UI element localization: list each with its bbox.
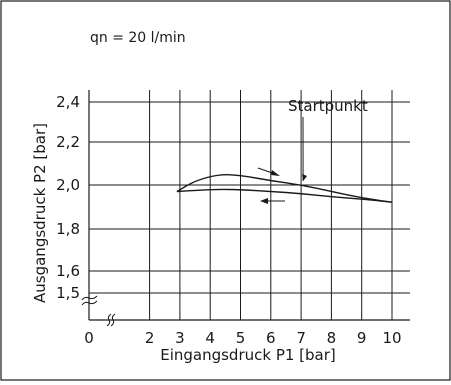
series-group xyxy=(177,175,392,202)
y-tick-label-2: 2,0 xyxy=(56,176,80,194)
x-tick-label-8: 8 xyxy=(327,329,337,347)
x-tick-label-0: 0 xyxy=(84,329,94,347)
startpunkt-label: Startpunkt xyxy=(288,97,368,115)
x-tick-label-5: 5 xyxy=(236,329,246,347)
y-tick-label-1-8: 1,8 xyxy=(56,220,80,238)
x-tick-label-3: 3 xyxy=(175,329,185,347)
grid xyxy=(89,90,410,320)
y-tick-label-2-4: 2,4 xyxy=(56,93,80,111)
x-tick-label-6: 6 xyxy=(266,329,276,347)
x-tick-label-10: 10 xyxy=(382,329,401,347)
axes xyxy=(82,90,410,326)
y-tick-label-2-2: 2,2 xyxy=(56,133,80,151)
condition-label: qn = 20 l/min xyxy=(90,30,186,46)
x-axis-label: Eingangsdruck P1 [bar] xyxy=(160,346,336,364)
x-tick-label-7: 7 xyxy=(296,329,306,347)
tick-labels: 0 2 3 4 5 6 7 8 9 10 1,5 1,6 1,8 2,0 2,2 2,4 xyxy=(56,93,401,347)
series-line-2 xyxy=(177,189,392,202)
direction-arrowhead-lower xyxy=(260,198,268,204)
x-tick-label-9: 9 xyxy=(357,329,367,347)
series-line-1 xyxy=(177,175,392,202)
y-axis-label: Ausgangsdruck P2 [bar] xyxy=(31,123,49,303)
x-tick-label-4: 4 xyxy=(205,329,215,347)
y-tick-label-1-5: 1,5 xyxy=(56,284,80,302)
x-tick-label-2: 2 xyxy=(145,329,155,347)
direction-arrowhead-upper xyxy=(271,170,280,176)
y-tick-label-1-6: 1,6 xyxy=(56,262,80,280)
